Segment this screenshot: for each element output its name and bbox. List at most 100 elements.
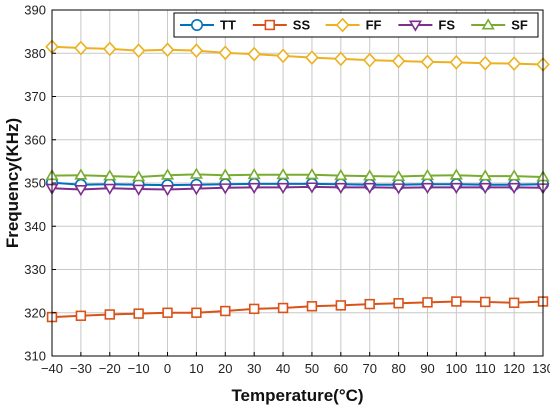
data-point-sf xyxy=(132,170,146,182)
series-layer xyxy=(45,39,550,323)
x-tick-label: 130 xyxy=(532,361,550,376)
data-point-sf xyxy=(103,169,117,181)
legend-label: SS xyxy=(293,18,311,33)
data-point-ss xyxy=(248,303,260,315)
data-point-ss xyxy=(393,298,404,309)
data-point-ss xyxy=(162,307,173,318)
legend-item-ss: SS xyxy=(252,18,311,33)
x-tick-label: 90 xyxy=(420,361,434,376)
data-point-ss xyxy=(133,308,144,319)
legend: TT SS FF FS SF xyxy=(173,12,539,38)
series-line-ss xyxy=(51,300,544,319)
data-point-fs xyxy=(391,183,406,195)
data-point-ss xyxy=(191,307,202,318)
data-point-ss xyxy=(508,297,520,309)
x-axis-ticks: −40 −30 −20 −10 0 10 20 30 40 50 60 70 80 90 100 110 120… xyxy=(41,352,550,376)
series-line-fs xyxy=(51,185,544,191)
y-tick-label: 390 xyxy=(24,3,46,18)
data-point-ss xyxy=(364,298,375,310)
data-point-sf xyxy=(74,168,88,180)
legend-item-tt: TT xyxy=(180,18,236,33)
series-line-ff xyxy=(51,45,544,66)
data-point-ss xyxy=(277,302,289,314)
legend-label: FS xyxy=(438,18,455,33)
series-line-sf xyxy=(51,173,544,178)
data-point-ff xyxy=(478,55,493,71)
legend-swatch-marker xyxy=(481,18,495,30)
data-point-ss xyxy=(220,305,231,317)
data-point-fs xyxy=(160,185,175,197)
data-point-fs xyxy=(363,182,377,195)
y-tick-label: 350 xyxy=(24,176,46,191)
data-point-fs xyxy=(507,182,521,195)
y-tick-label: 370 xyxy=(24,89,46,104)
x-tick-label: 10 xyxy=(189,361,203,376)
series-sf xyxy=(45,167,550,182)
data-point-ss xyxy=(480,296,491,308)
x-tick-label: −20 xyxy=(99,361,121,376)
data-point-sf xyxy=(247,168,261,180)
data-point-sf xyxy=(478,169,492,181)
data-point-fs xyxy=(247,182,261,195)
data-point-sf xyxy=(449,168,463,180)
data-point-ff xyxy=(507,56,521,72)
data-point-ff xyxy=(102,41,117,57)
data-point-ss xyxy=(422,297,433,308)
data-point-fs xyxy=(478,182,492,195)
y-axis-ticks: 310 320 330 340 350 360 370 380 390 xyxy=(24,3,56,364)
legend-item-sf: SF xyxy=(471,18,528,33)
legend-label: SF xyxy=(511,18,528,33)
y-tick-label: 340 xyxy=(24,219,46,234)
x-tick-label: 0 xyxy=(164,361,171,376)
data-point-sf xyxy=(218,168,232,180)
data-point-ff xyxy=(305,50,319,65)
legend-item-ff: FF xyxy=(325,17,382,33)
data-point-ff xyxy=(160,42,175,58)
x-tick-label: −30 xyxy=(70,361,92,376)
x-tick-label: 60 xyxy=(334,361,348,376)
x-tick-label: 120 xyxy=(503,361,525,376)
data-point-ss xyxy=(75,310,87,321)
data-point-ss xyxy=(335,300,347,311)
data-point-ff xyxy=(247,46,261,62)
data-point-sf xyxy=(160,168,175,180)
legend-swatch-marker xyxy=(335,17,350,33)
y-tick-label: 380 xyxy=(24,46,46,61)
data-point-ff xyxy=(189,43,204,59)
data-point-fs xyxy=(103,183,117,195)
data-point-ff xyxy=(276,48,290,64)
x-tick-label: 40 xyxy=(276,361,290,376)
legend-item-fs: FS xyxy=(398,18,455,33)
data-point-sf xyxy=(420,168,435,181)
data-point-fs xyxy=(334,182,348,195)
y-tick-label: 320 xyxy=(24,305,46,320)
data-point-ss xyxy=(451,296,462,307)
data-point-fs xyxy=(189,184,204,196)
data-point-sf xyxy=(334,168,348,181)
series-ss xyxy=(46,296,549,323)
data-point-ff xyxy=(74,40,88,56)
data-point-ff xyxy=(218,45,233,61)
data-point-fs xyxy=(276,182,290,195)
data-point-sf xyxy=(507,169,521,181)
x-tick-label: 20 xyxy=(218,361,232,376)
y-axis-title: Frequency(KHz) xyxy=(3,118,22,248)
data-point-sf xyxy=(363,169,377,181)
x-tick-label: 30 xyxy=(247,361,261,376)
x-tick-label: 50 xyxy=(305,361,319,376)
data-point-ff xyxy=(391,53,406,69)
legend-label: TT xyxy=(220,18,236,33)
x-tick-label: 100 xyxy=(446,361,468,376)
data-point-fs xyxy=(74,185,88,197)
data-point-ff xyxy=(449,54,464,70)
data-point-sf xyxy=(305,168,319,180)
data-point-sf xyxy=(391,169,406,181)
data-point-fs xyxy=(132,184,146,196)
x-tick-label: 70 xyxy=(362,361,376,376)
data-point-sf xyxy=(276,168,290,180)
x-tick-label: −40 xyxy=(41,361,63,376)
series-ff xyxy=(45,39,550,72)
legend-swatch-marker xyxy=(191,18,204,31)
y-tick-label: 310 xyxy=(24,349,46,364)
y-tick-label: 330 xyxy=(24,262,46,277)
